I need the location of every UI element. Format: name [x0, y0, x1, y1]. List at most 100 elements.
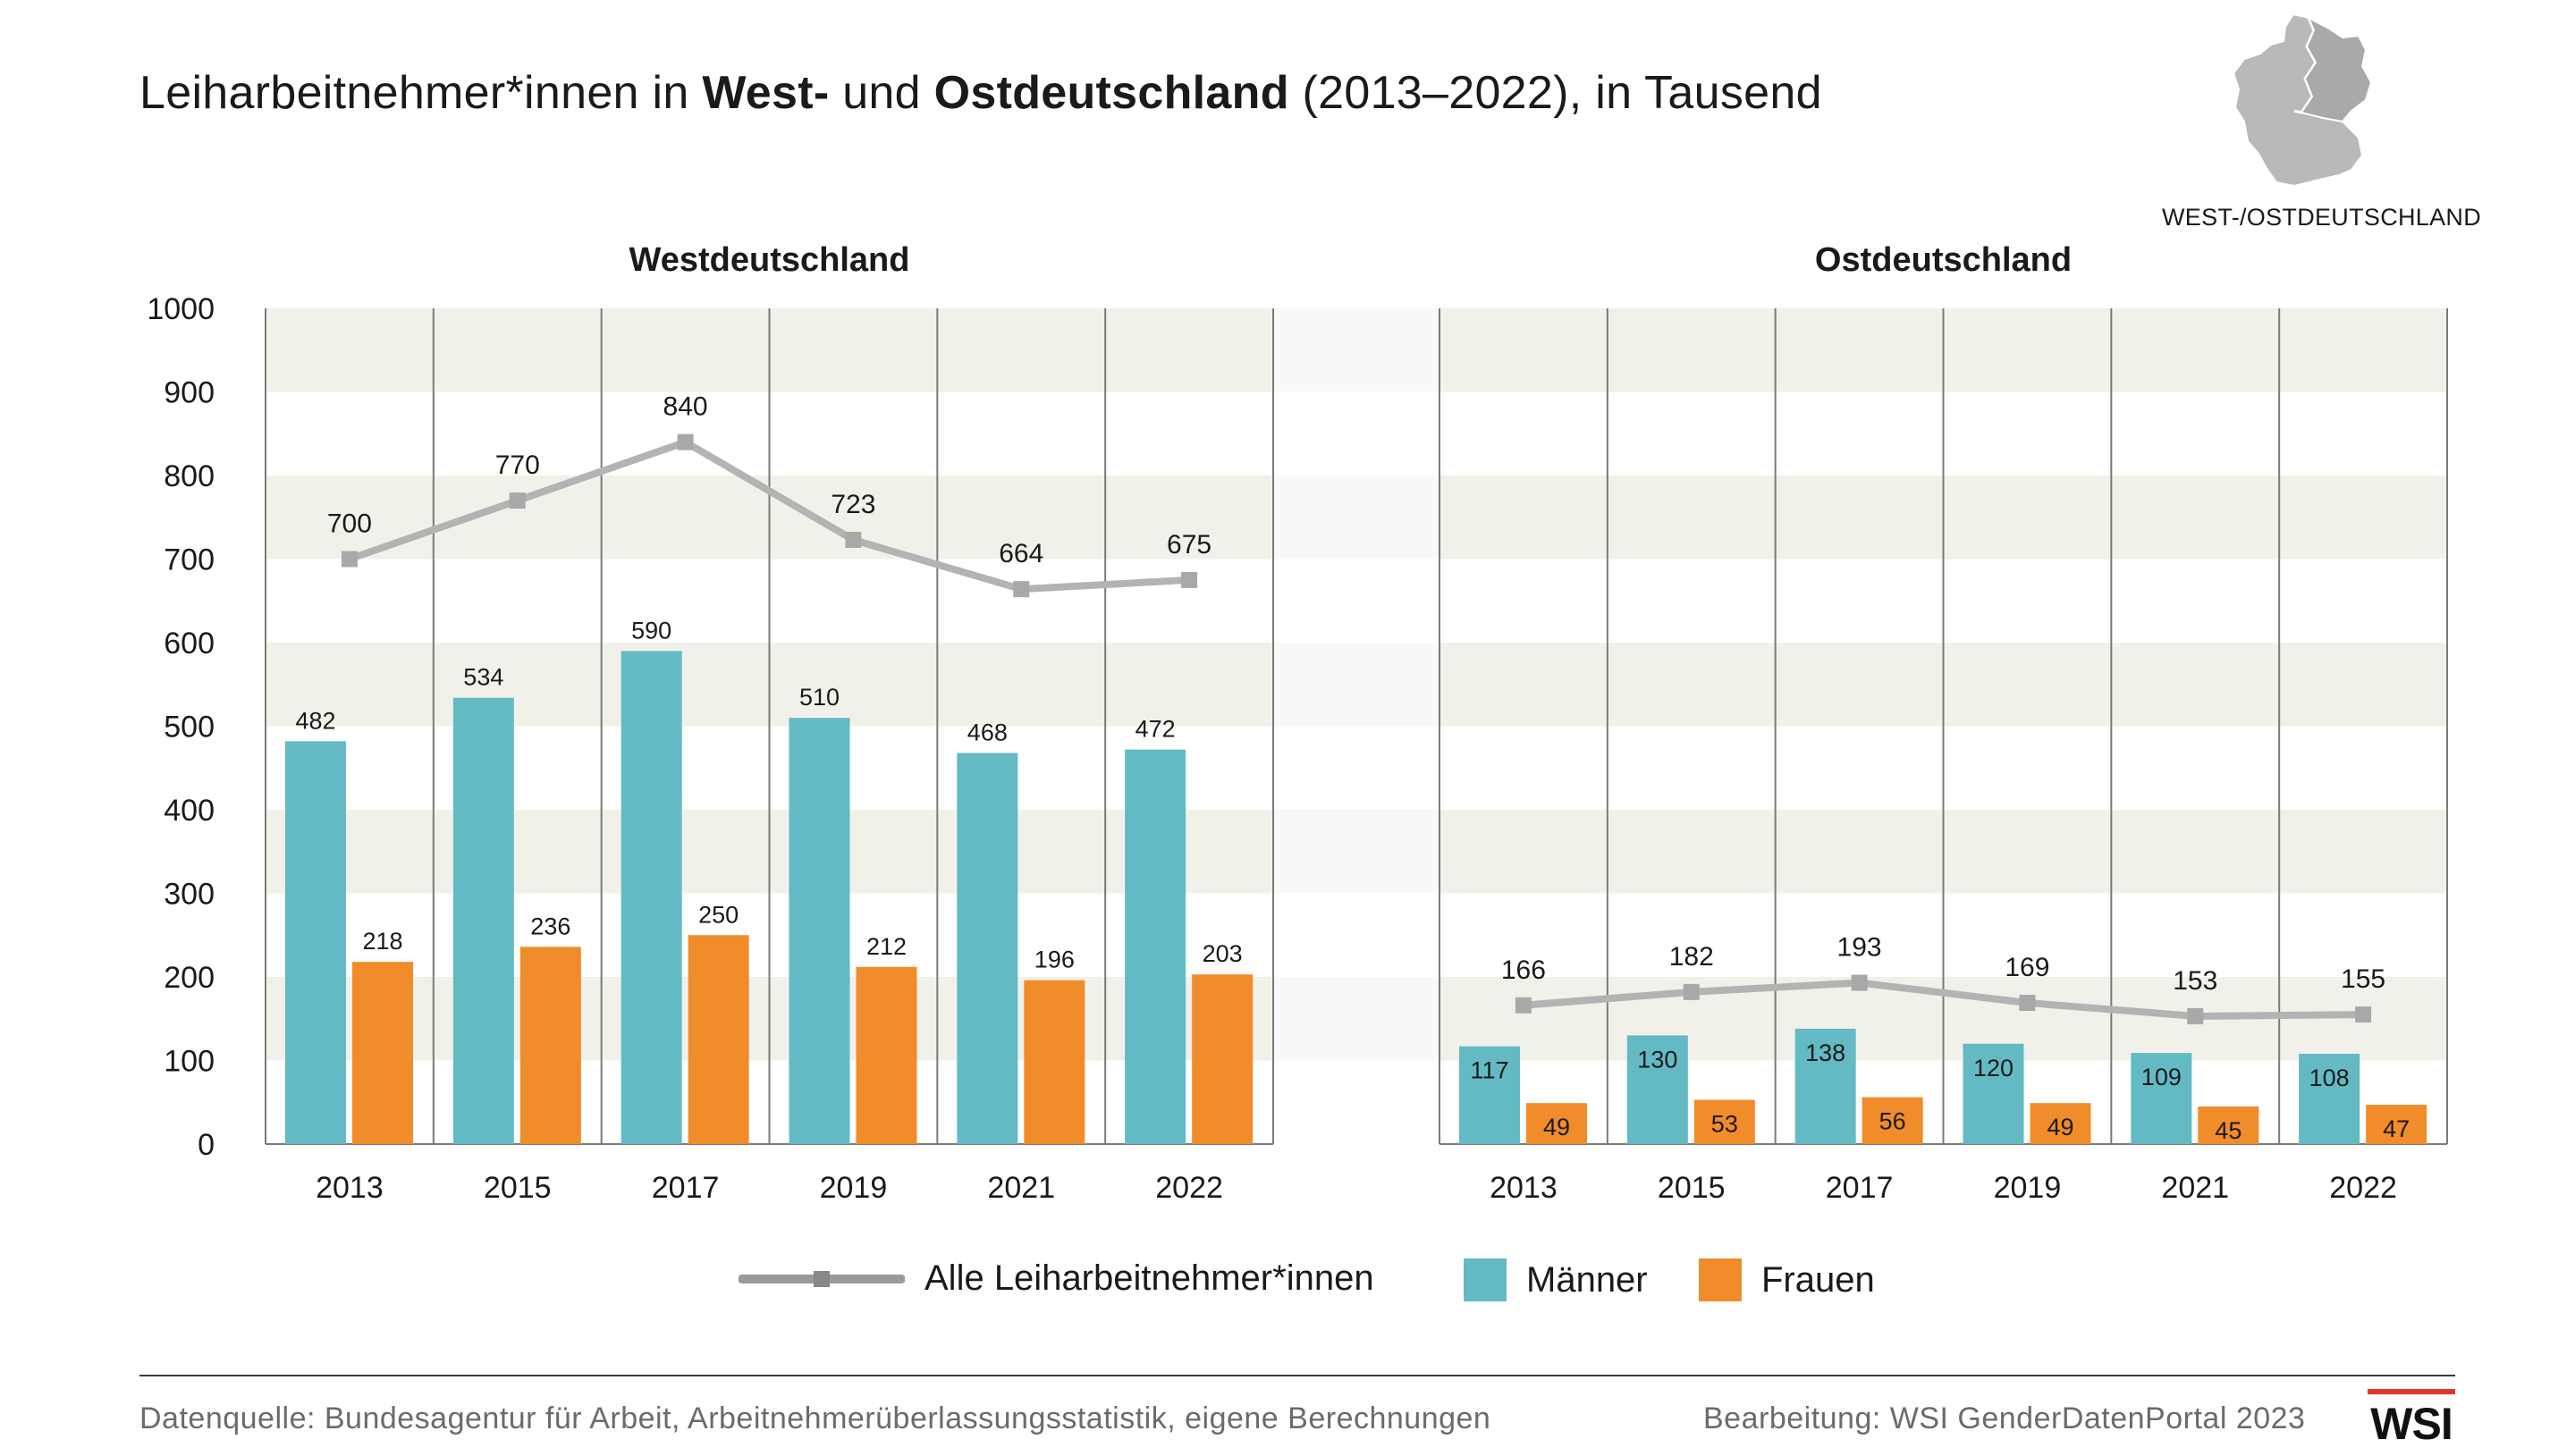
x-tick-label-west: 2013 [316, 1171, 384, 1205]
x-tick-label-west: 2022 [1155, 1171, 1223, 1205]
data-label-frauen: 56 [1879, 1108, 1906, 1135]
x-tick-label-west: 2021 [987, 1171, 1055, 1205]
grid-band-gap [1273, 810, 1439, 894]
data-label-frauen: 53 [1711, 1110, 1738, 1137]
data-label-total: 700 [327, 509, 372, 539]
y-tick-label: 500 [164, 711, 215, 745]
y-tick-label: 100 [164, 1045, 215, 1079]
bar-maenner-west [1125, 749, 1186, 1144]
point-total-west [677, 433, 694, 450]
point-total-west [509, 492, 526, 509]
logo-text: WSI [2370, 1399, 2453, 1449]
point-total-ost [1683, 983, 1700, 1000]
x-tick-label-ost: 2013 [1490, 1171, 1558, 1205]
data-label-maenner: 510 [799, 684, 840, 711]
data-label-total: 675 [1167, 530, 1212, 560]
data-label-maenner: 130 [1637, 1046, 1677, 1073]
legend-item-maenner: Männer [1464, 1258, 1648, 1301]
x-tick-label-west: 2015 [484, 1171, 552, 1205]
bar-frauen-west [856, 966, 917, 1144]
map-label: WEST-/OSTDEUTSCHLAND [2162, 204, 2482, 231]
data-label-total: 723 [831, 490, 875, 519]
legend-item-total: Alle Leiharbeitnehmer*innen [739, 1258, 1374, 1299]
footer-credit: Bearbeitung: WSI GenderDatenPortal 2023 [1703, 1401, 2306, 1435]
bar-maenner-ost [1626, 1035, 1688, 1144]
data-label-frauen: 196 [1034, 947, 1075, 973]
point-total-west [1181, 571, 1198, 588]
bar-frauen-west [1192, 974, 1254, 1144]
x-tick-label-ost: 2017 [1826, 1171, 1894, 1205]
y-tick-label: 900 [164, 376, 215, 410]
bar-frauen-west [1024, 980, 1085, 1144]
bar-maenner-ost [1794, 1028, 1856, 1144]
y-tick-label: 600 [164, 627, 215, 661]
bar-frauen-ost [1693, 1099, 1755, 1144]
data-label-frauen: 47 [2383, 1115, 2410, 1142]
data-label-maenner: 109 [2141, 1064, 2182, 1090]
legend-swatch-frauen [1699, 1258, 1742, 1301]
data-label-frauen: 250 [698, 901, 739, 928]
y-tick-label: 800 [164, 459, 215, 493]
y-tick-label: 300 [164, 878, 215, 912]
data-label-total: 153 [2173, 966, 2217, 996]
bar-frauen-ost [1862, 1097, 1923, 1144]
legend-label-frauen: Frauen [1761, 1259, 1875, 1300]
grid-band-gap [1273, 308, 1439, 392]
series-line-total-west [348, 438, 1190, 593]
data-label-frauen: 49 [2047, 1114, 2073, 1140]
data-label-total: 664 [999, 539, 1043, 568]
point-total-ost [2187, 1007, 2204, 1024]
chart-canvas: 10009008007006005004003002001000Westdeut… [147, 241, 2448, 1205]
bar-frauen-ost [2198, 1106, 2259, 1144]
data-label-maenner: 120 [1973, 1055, 2014, 1081]
chart-title: Leiharbeitnehmer*innen in West- und Ostd… [139, 66, 1822, 120]
data-label-frauen: 236 [530, 913, 570, 939]
bar-frauen-ost [2030, 1103, 2091, 1144]
data-label-maenner: 534 [463, 664, 503, 691]
title-bold-west: West- [702, 67, 830, 119]
title-bold-ost: Ostdeutschland [933, 67, 1289, 119]
data-label-maenner: 468 [967, 719, 1008, 745]
x-tick-label-ost: 2022 [2329, 1171, 2397, 1205]
logo-bar [2368, 1389, 2455, 1394]
bar-maenner-west [789, 718, 850, 1144]
y-tick-label: 0 [198, 1128, 215, 1162]
data-label-frauen: 45 [2215, 1117, 2242, 1144]
data-label-maenner: 472 [1136, 716, 1176, 743]
point-total-ost [2355, 1006, 2372, 1023]
panel-title-ost: Ostdeutschland [1815, 241, 2072, 279]
point-total-west [341, 551, 358, 568]
data-label-frauen: 49 [1543, 1114, 1570, 1140]
point-total-west [845, 531, 862, 548]
data-label-total: 770 [495, 450, 540, 480]
point-total-ost [2019, 994, 2036, 1011]
point-total-ost [1515, 997, 1532, 1014]
bar-maenner-ost [1963, 1043, 2024, 1144]
y-tick-label: 700 [164, 543, 215, 577]
grid-band-gap [1273, 977, 1439, 1061]
bar-maenner-west [452, 697, 514, 1144]
data-label-total: 182 [1669, 942, 1714, 972]
bar-maenner-west [285, 741, 346, 1144]
x-tick-label-ost: 2021 [2161, 1171, 2229, 1205]
data-label-total: 193 [1837, 933, 1882, 963]
x-tick-label-west: 2019 [820, 1171, 888, 1205]
data-label-maenner: 108 [2309, 1065, 2350, 1091]
bar-maenner-ost [2131, 1053, 2192, 1144]
data-label-frauen: 212 [866, 933, 907, 960]
legend-label-total: Alle Leiharbeitnehmer*innen [924, 1258, 1374, 1298]
bar-frauen-ost [1526, 1103, 1587, 1144]
bar-frauen-west [688, 935, 749, 1144]
y-tick-label: 1000 [147, 292, 215, 326]
panel-title-west: Westdeutschland [629, 241, 910, 279]
y-tick-label: 200 [164, 961, 215, 995]
title-part-1: Leiharbeitnehmer*innen in [139, 67, 703, 119]
series-line-total-ost [1523, 979, 2364, 1020]
wsi-logo: WSI [2368, 1389, 2455, 1449]
title-part-3: (2013–2022), in Tausend [1288, 67, 1822, 119]
data-label-total: 155 [2341, 964, 2385, 994]
data-label-maenner: 117 [1470, 1057, 1508, 1084]
legend-swatch-maenner [1464, 1258, 1507, 1301]
x-tick-label-west: 2017 [652, 1171, 720, 1205]
data-label-maenner: 590 [631, 617, 671, 644]
